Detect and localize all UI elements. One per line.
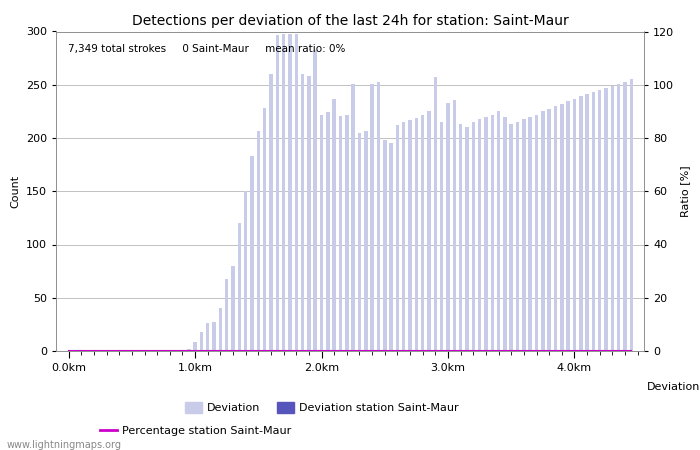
Bar [503, 117, 507, 351]
Bar [623, 81, 626, 351]
Bar [421, 115, 424, 351]
Bar [402, 122, 405, 351]
Bar [288, 34, 292, 351]
Bar [212, 322, 216, 351]
Bar [326, 112, 330, 351]
Bar [566, 101, 570, 351]
Bar [585, 94, 589, 351]
Bar [440, 122, 443, 351]
Bar [270, 74, 273, 351]
Bar [301, 74, 304, 351]
Bar [314, 50, 317, 351]
Bar [206, 323, 209, 351]
Title: Detections per deviation of the last 24h for station: Saint-Maur: Detections per deviation of the last 24h… [132, 14, 568, 27]
Bar [522, 119, 526, 351]
Bar [414, 118, 418, 351]
Bar [535, 115, 538, 351]
Text: Deviations: Deviations [648, 382, 700, 392]
Bar [345, 115, 349, 351]
Bar [237, 223, 241, 351]
Bar [199, 332, 203, 351]
Bar [389, 143, 393, 351]
Bar [332, 99, 336, 351]
Bar [251, 156, 253, 351]
Bar [516, 122, 519, 351]
Bar [433, 77, 437, 351]
Bar [466, 127, 469, 351]
Bar [218, 308, 222, 351]
Bar [447, 103, 449, 351]
Bar [491, 115, 494, 351]
Bar [459, 124, 463, 351]
Bar [604, 88, 608, 351]
Bar [295, 34, 298, 351]
Bar [629, 79, 633, 351]
Bar [307, 76, 311, 351]
Bar [472, 122, 475, 351]
Text: 7,349 total strokes     0 Saint-Maur     mean ratio: 0%: 7,349 total strokes 0 Saint-Maur mean ra… [68, 44, 345, 54]
Bar [364, 130, 368, 351]
Y-axis label: Ratio [%]: Ratio [%] [680, 166, 689, 217]
Bar [193, 342, 197, 351]
Bar [383, 140, 386, 351]
Bar [377, 81, 380, 351]
Bar [282, 34, 286, 351]
Bar [263, 108, 267, 351]
Bar [427, 112, 430, 351]
Bar [320, 115, 323, 351]
Bar [573, 99, 576, 351]
Bar [453, 99, 456, 351]
Bar [225, 279, 228, 351]
Legend: Percentage station Saint-Maur: Percentage station Saint-Maur [96, 421, 296, 440]
Bar [244, 191, 247, 351]
Bar [276, 35, 279, 351]
Bar [478, 119, 482, 351]
Bar [617, 84, 620, 351]
Bar [547, 109, 551, 351]
Bar [408, 120, 412, 351]
Legend: Deviation, Deviation station Saint-Maur: Deviation, Deviation station Saint-Maur [181, 397, 463, 418]
Bar [351, 84, 355, 351]
Bar [554, 106, 557, 351]
Bar [358, 133, 361, 351]
Bar [541, 112, 545, 351]
Bar [610, 86, 614, 351]
Bar [510, 124, 513, 351]
Bar [231, 266, 234, 351]
Bar [592, 92, 595, 351]
Bar [497, 112, 500, 351]
Bar [528, 117, 532, 351]
Text: www.lightningmaps.org: www.lightningmaps.org [7, 440, 122, 450]
Bar [257, 130, 260, 351]
Y-axis label: Count: Count [10, 175, 20, 208]
Bar [339, 116, 342, 351]
Bar [395, 125, 399, 351]
Bar [187, 349, 190, 351]
Bar [598, 90, 601, 351]
Bar [560, 104, 564, 351]
Bar [370, 84, 374, 351]
Bar [579, 96, 582, 351]
Bar [484, 117, 488, 351]
